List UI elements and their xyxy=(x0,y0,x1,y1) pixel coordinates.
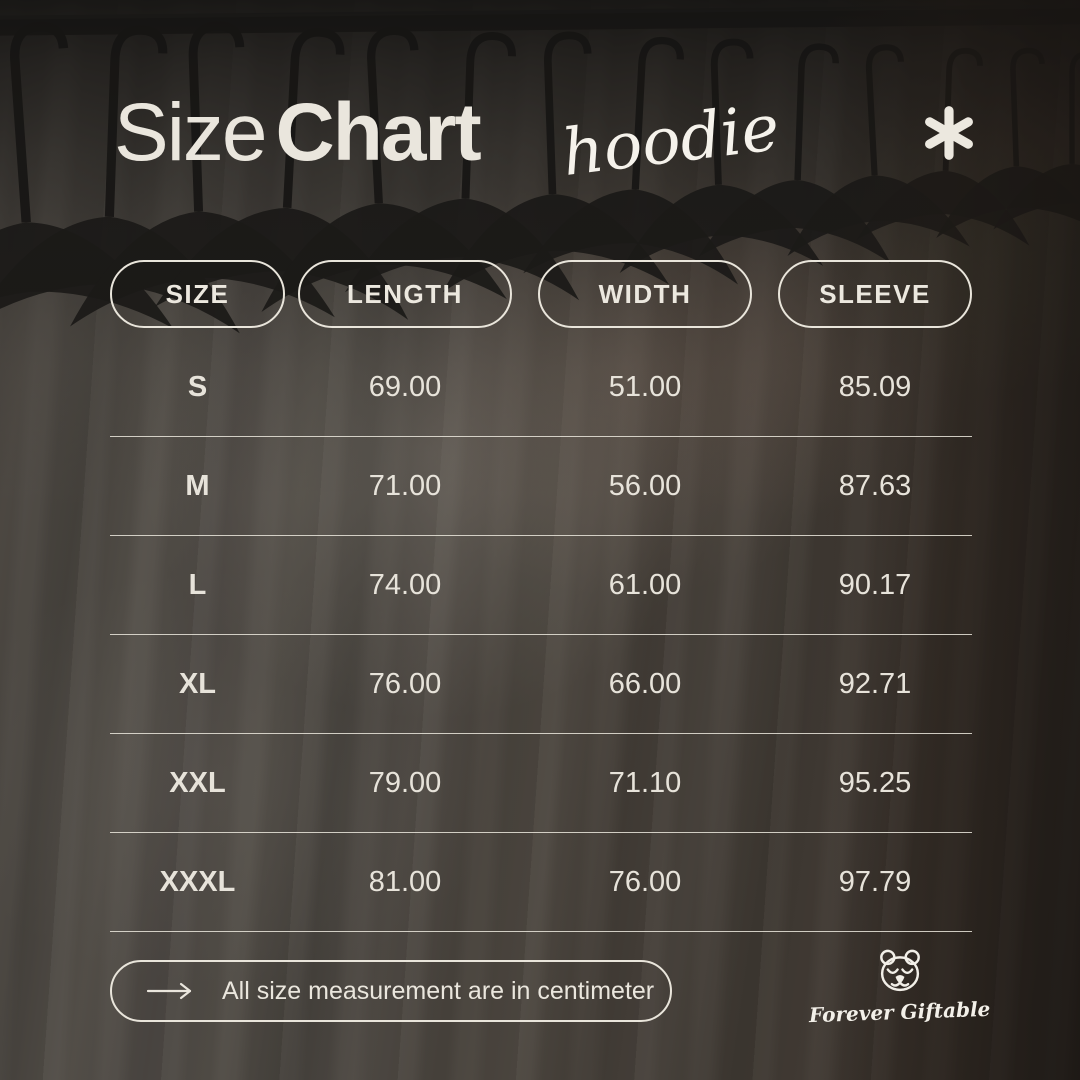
cell-sleeve: 90.17 xyxy=(838,568,912,601)
cell-length: 71.00 xyxy=(368,469,442,502)
cell-length: 81.00 xyxy=(368,865,442,898)
cell-sleeve: 97.79 xyxy=(838,865,912,898)
column-header-size: SIZE xyxy=(110,260,285,328)
cell-width: 51.00 xyxy=(608,370,682,403)
cell-size: XXXL xyxy=(159,865,236,898)
cell-length: 74.00 xyxy=(368,568,442,601)
table-row: XL 76.00 66.00 92.71 xyxy=(110,635,972,734)
cell-width: 61.00 xyxy=(608,568,682,601)
cell-width: 71.10 xyxy=(608,766,682,799)
measurement-note-pill: All size measurement are in centimeter xyxy=(110,960,672,1022)
cell-size: L xyxy=(188,568,207,601)
long-right-arrow-icon xyxy=(146,982,192,1000)
table-row: S 69.00 51.00 85.09 xyxy=(110,338,972,437)
column-header-width: WIDTH xyxy=(538,260,752,328)
brand-name: Forever Giftable xyxy=(808,996,992,1028)
cell-width: 66.00 xyxy=(608,667,682,700)
table-row: XXXL 81.00 76.00 97.79 xyxy=(110,833,972,932)
table-header-row: SIZE LENGTH WIDTH SLEEVE xyxy=(110,260,972,328)
cell-size: M xyxy=(185,469,210,502)
bear-face-icon xyxy=(880,949,920,992)
asterisk-icon xyxy=(925,106,973,160)
cell-width: 56.00 xyxy=(608,469,682,502)
column-header-label: WIDTH xyxy=(598,278,692,309)
column-header-label: LENGTH xyxy=(347,278,463,309)
cell-size: S xyxy=(187,370,208,403)
cell-size: XL xyxy=(178,667,217,700)
cell-length: 69.00 xyxy=(368,370,442,403)
brand-logo: Forever Giftable xyxy=(808,946,992,1028)
cell-width: 76.00 xyxy=(608,865,682,898)
column-header-label: SIZE xyxy=(165,278,230,309)
table-row: M 71.00 56.00 87.63 xyxy=(110,437,972,536)
table-row: L 74.00 61.00 90.17 xyxy=(110,536,972,635)
cell-length: 76.00 xyxy=(368,667,442,700)
title-word-size: Size xyxy=(114,87,268,178)
size-table: S 69.00 51.00 85.09 M 71.00 56.00 87.63 … xyxy=(110,338,972,932)
cell-sleeve: 85.09 xyxy=(838,370,912,403)
cell-size: XXL xyxy=(169,766,226,799)
column-header-label: SLEEVE xyxy=(819,278,931,309)
measurement-note-text: All size measurement are in centimeter xyxy=(222,976,655,1005)
column-header-sleeve: SLEEVE xyxy=(778,260,972,328)
cell-sleeve: 92.71 xyxy=(838,667,912,700)
cell-length: 79.00 xyxy=(368,766,442,799)
cell-sleeve: 95.25 xyxy=(838,766,912,799)
title-word-chart: Chart xyxy=(275,87,482,178)
page-title: Size Chart xyxy=(114,92,482,174)
table-row: XXL 79.00 71.10 95.25 xyxy=(110,734,972,833)
cell-sleeve: 87.63 xyxy=(838,469,912,502)
column-header-length: LENGTH xyxy=(298,260,512,328)
